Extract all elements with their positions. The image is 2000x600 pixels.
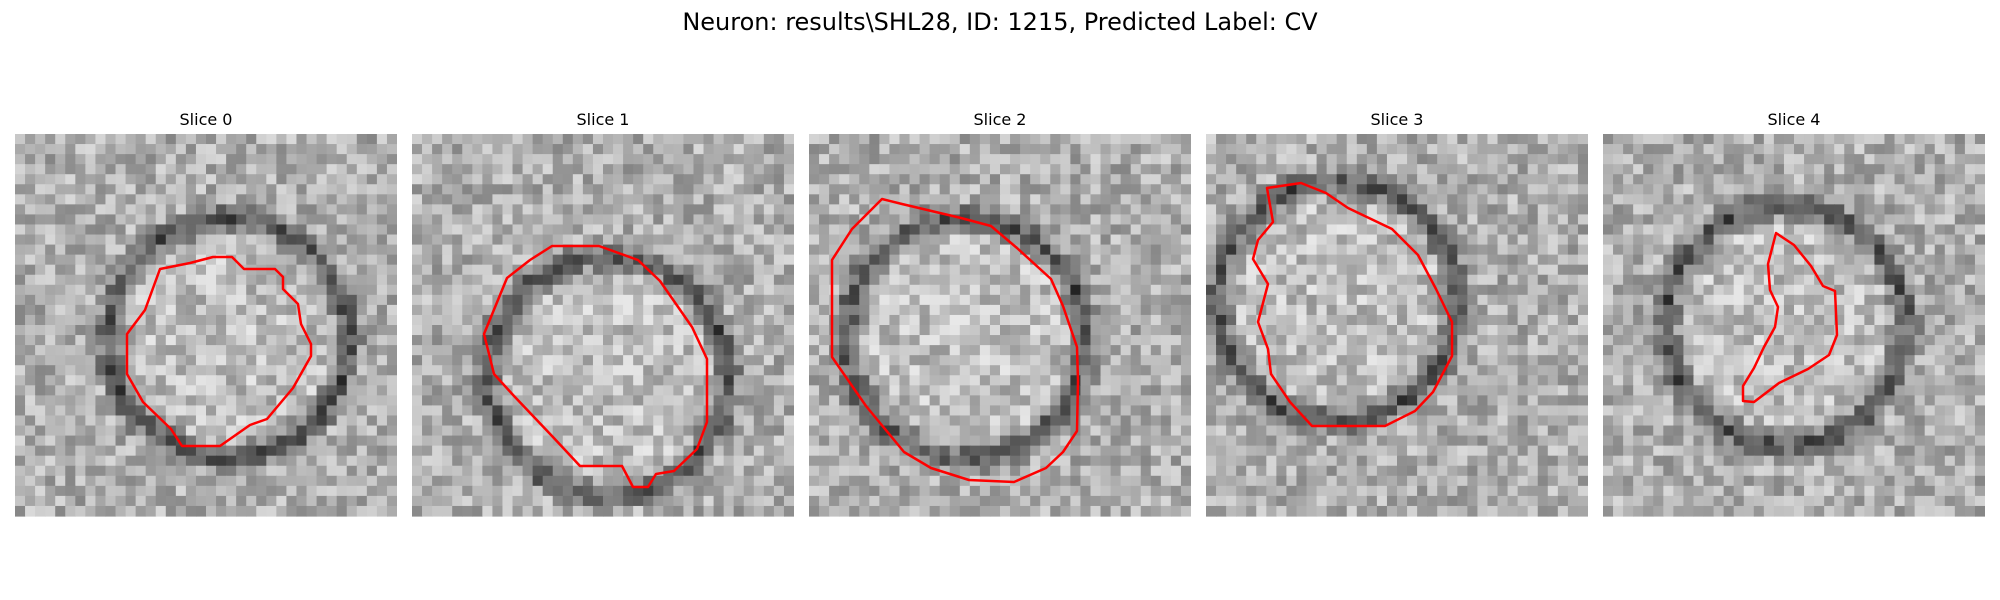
slice-1-canvas xyxy=(412,134,794,517)
slice-1-title: Slice 1 xyxy=(576,110,630,129)
slice-3-pixels xyxy=(1206,134,1588,517)
slice-4-contour xyxy=(1741,231,1839,404)
slice-1-contour xyxy=(482,244,709,489)
slice-1-pixels xyxy=(412,134,794,517)
slice-0-canvas xyxy=(15,134,397,517)
slice-2-title: Slice 2 xyxy=(973,110,1027,129)
slice-3-contour xyxy=(1251,181,1454,428)
slice-0-contour xyxy=(125,255,313,448)
figure-title: Neuron: results\SHL28, ID: 1215, Predict… xyxy=(682,8,1318,36)
slice-3-title: Slice 3 xyxy=(1370,110,1424,129)
slice-4-canvas xyxy=(1603,134,1985,517)
slice-0-pixels xyxy=(15,134,397,517)
slice-0-title: Slice 0 xyxy=(179,110,233,129)
slice-3-image xyxy=(1206,134,1588,517)
slice-0-image xyxy=(15,134,397,517)
slice-4-title: Slice 4 xyxy=(1767,110,1821,129)
slice-4-pixels xyxy=(1603,134,1985,517)
slice-1-image xyxy=(412,134,794,517)
slice-4-image xyxy=(1603,134,1985,517)
slice-2-image xyxy=(809,134,1191,517)
slice-2-pixels xyxy=(809,134,1191,517)
slice-2-canvas xyxy=(809,134,1191,517)
slice-2-contour xyxy=(830,197,1080,484)
slice-3-canvas xyxy=(1206,134,1588,517)
